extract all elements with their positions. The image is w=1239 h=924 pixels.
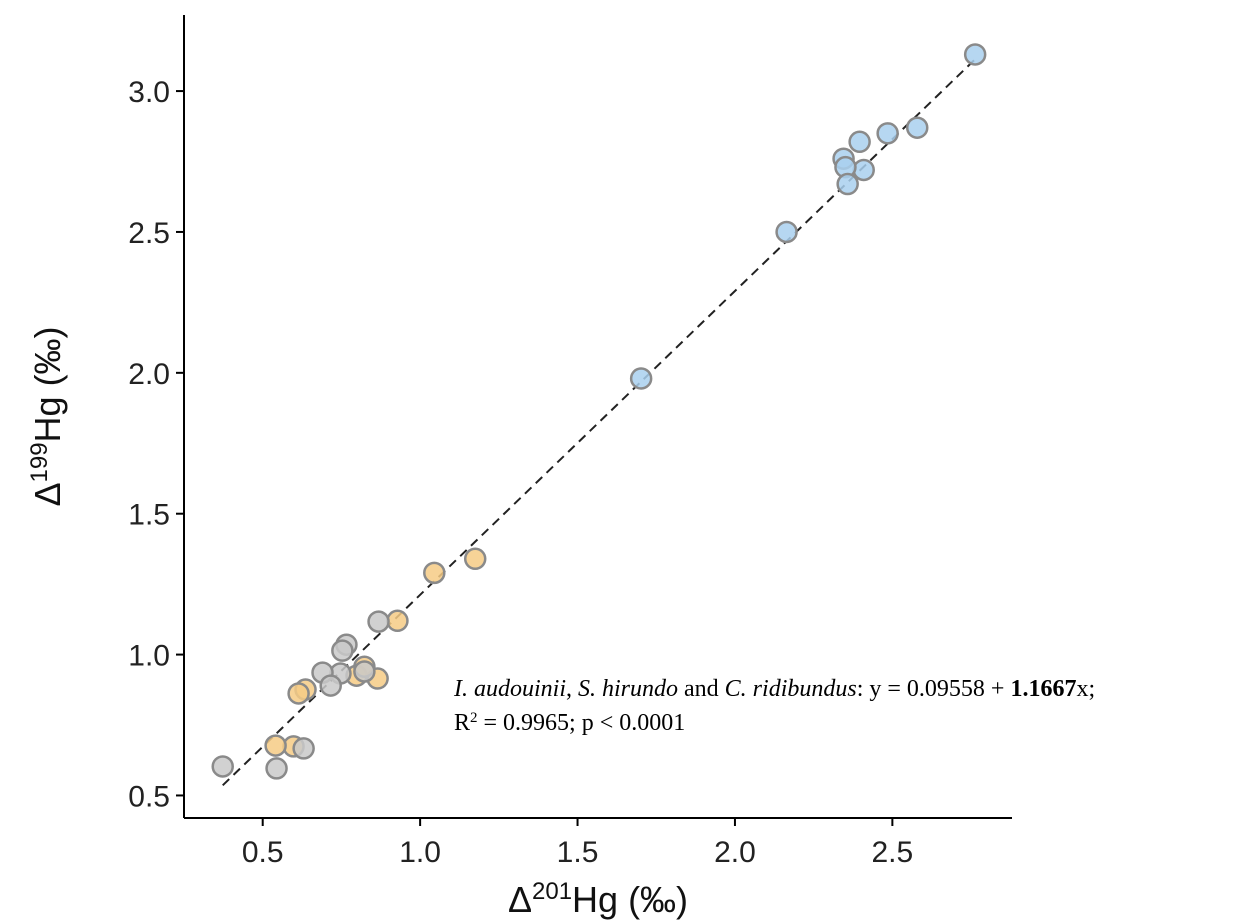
point — [264, 734, 287, 757]
y-tick-label: 1.5 — [128, 499, 170, 532]
point — [963, 43, 987, 66]
point — [211, 755, 234, 778]
text-run: : y = 0.09558 + — [857, 676, 1011, 702]
point — [331, 639, 354, 662]
y-axis-title: Δ199Hg (‰) — [26, 326, 69, 506]
point — [848, 130, 871, 154]
point — [876, 122, 899, 145]
text-run: 1.1667 — [1010, 676, 1076, 702]
x-tick-label: 2.5 — [872, 836, 914, 869]
x-tick-label: 1.5 — [557, 836, 599, 869]
x-tick-label: 1.0 — [399, 836, 441, 869]
superscript: 199 — [26, 442, 53, 482]
x-axis-title: Δ201Hg (‰) — [508, 878, 688, 921]
annotation: R2 = 0.9965; p < 0.0001 — [454, 710, 685, 736]
text-run: , — [566, 676, 578, 702]
text-run: = 0.9965; p < 0.0001 — [478, 710, 686, 736]
text-run: x; — [1076, 676, 1095, 702]
text-run: Hg (‰) — [572, 879, 688, 920]
point — [287, 682, 310, 705]
point — [423, 561, 446, 585]
text-run: Δ — [27, 483, 68, 507]
point — [836, 172, 859, 196]
annotation: I. audouinii, S. hirundo and C. ridibund… — [453, 676, 1095, 702]
text-run: C. ridibundus — [725, 676, 857, 702]
point — [775, 220, 798, 244]
text-run: R — [454, 710, 470, 736]
y-tick-label: 1.0 — [128, 640, 170, 673]
point — [905, 116, 929, 139]
point — [852, 158, 875, 182]
text-run: Δ — [508, 879, 532, 920]
x-tick-label: 2.0 — [714, 836, 756, 869]
point — [265, 757, 288, 780]
y-tick-label: 0.5 — [128, 780, 170, 813]
x-tick-label: 0.5 — [242, 836, 284, 869]
point — [353, 660, 376, 683]
superscript: 201 — [532, 878, 572, 905]
text-run: Hg (‰) — [27, 326, 68, 442]
point — [367, 610, 390, 633]
point — [292, 737, 315, 760]
text-run: S. hirundo — [578, 676, 678, 702]
y-tick-label: 3.0 — [128, 76, 170, 109]
superscript: 2 — [470, 710, 478, 726]
y-tick-label: 2.0 — [128, 358, 170, 391]
text-run: and — [678, 676, 725, 702]
point — [386, 609, 409, 633]
y-tick-label: 2.5 — [128, 217, 170, 250]
point — [463, 547, 487, 571]
point — [319, 674, 342, 697]
point — [629, 367, 653, 390]
text-run: I. audouinii — [453, 676, 566, 702]
